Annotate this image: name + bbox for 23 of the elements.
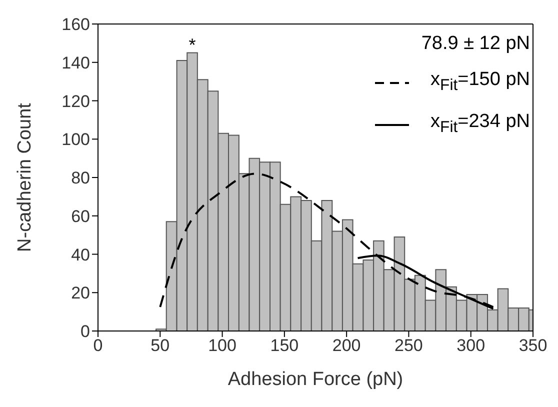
y-tick-label: 0 (80, 322, 90, 342)
x-tick-label: 350 (518, 336, 548, 356)
y-tick-label: 140 (62, 53, 90, 72)
y-tick-label: 80 (71, 168, 90, 188)
legend-label: x$_{Fit}$=234 pN (430, 110, 530, 138)
y-tick-label: 120 (62, 92, 90, 111)
x-tick-label: 50 (150, 336, 170, 356)
x-tick-label: 250 (394, 336, 423, 356)
annotation: * (188, 34, 196, 55)
y-tick-label: 100 (62, 130, 90, 150)
legend-label: x$_{Fit}$=150 pN (430, 68, 530, 96)
x-tick-label: 0 (93, 336, 103, 356)
x-tick-label: 100 (208, 336, 236, 356)
x-tick-label: 300 (456, 336, 486, 356)
y-tick-label: 60 (71, 206, 90, 226)
y-tick-label: 40 (71, 245, 90, 264)
y-axis-title: N-cadherin Count (14, 102, 36, 252)
x-axis-title: Adhesion Force (pN) (228, 369, 404, 390)
annotation: 78.9 ± 12 pN (421, 33, 530, 54)
x-tick-label: 150 (270, 336, 299, 356)
x-tick-label: 200 (332, 336, 361, 356)
y-tick-label: 160 (62, 15, 90, 34)
y-tick-label: 20 (71, 284, 90, 303)
